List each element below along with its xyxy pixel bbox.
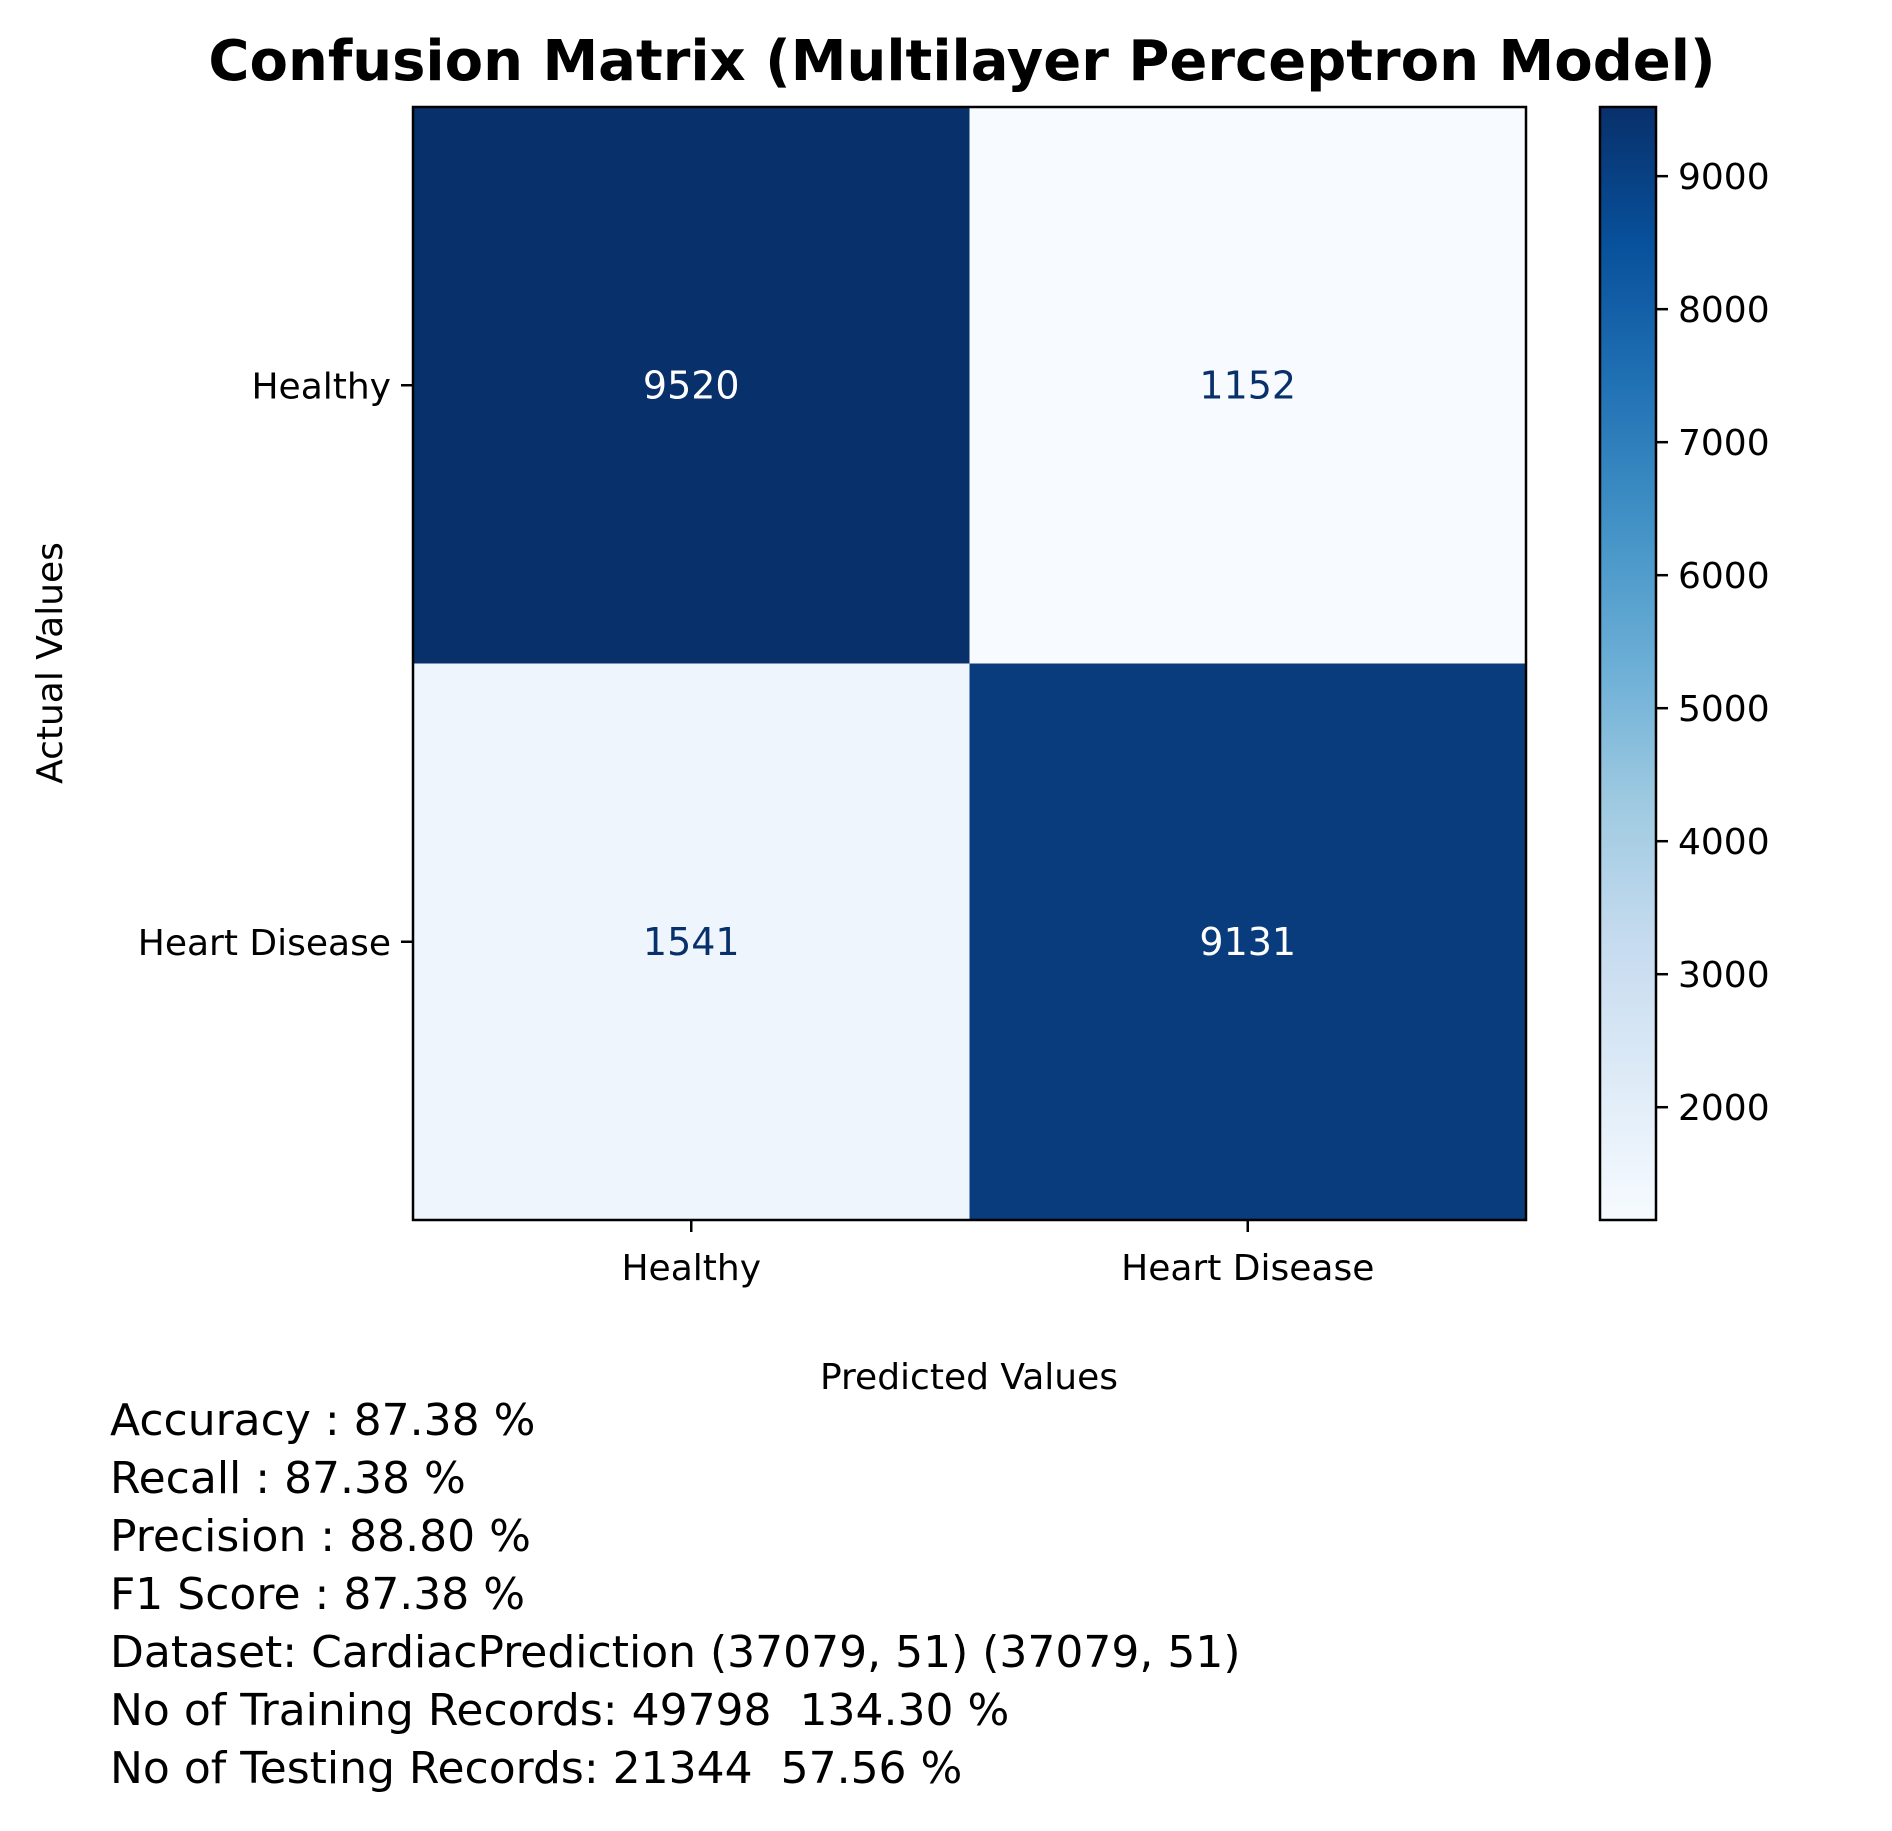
y-tick-label: Healthy: [251, 366, 391, 407]
metric-line: No of Training Records: 49798 134.30 %: [110, 1685, 1010, 1736]
metric-line: F1 Score : 87.38 %: [110, 1569, 526, 1620]
colorbar-tick-label: 7000: [1678, 423, 1770, 464]
x-tick-label: Heart Disease: [1121, 1248, 1374, 1289]
cell-value-label: 9520: [643, 363, 740, 407]
metric-line: Precision : 88.80 %: [110, 1511, 531, 1562]
colorbar-tick-label: 4000: [1678, 822, 1770, 863]
colorbar: [1598, 105, 1658, 1222]
cell-value-label: 1152: [1199, 363, 1296, 407]
colorbar-tick-label: 6000: [1678, 556, 1770, 597]
colorbar-ticks: 2000 3000 4000 5000 6000 7000 8000 9000: [1656, 157, 1770, 1129]
chart-title: Confusion Matrix (Multilayer Perceptron …: [208, 29, 1715, 94]
y-tick-label: Heart Disease: [138, 923, 391, 964]
metric-line: Accuracy : 87.38 %: [110, 1395, 536, 1446]
matrix-cell: [969, 663, 1527, 1221]
x-axis-ticks: Healthy Heart Disease: [621, 1220, 1374, 1289]
matrix-cell: [413, 663, 970, 1221]
matrix-cells: 9520 1152 1541 9131: [413, 107, 1527, 1221]
colorbar-tick-label: 9000: [1678, 157, 1770, 198]
metrics-list: Accuracy : 87.38 % Recall : 87.38 % Precis…: [110, 1392, 1241, 1798]
metric-line: No of Testing Records: 21344 57.56 %: [110, 1743, 963, 1794]
matrix-cell: [969, 107, 1527, 664]
y-axis-ticks: Healthy Heart Disease: [138, 366, 413, 964]
matrix-frame: [411, 105, 1528, 1222]
matrix-cell: [413, 107, 970, 664]
colorbar-tick-label: 8000: [1678, 290, 1770, 331]
cell-value-label: 1541: [643, 920, 740, 964]
x-axis-label: Predicted Values: [820, 1357, 1118, 1398]
y-axis-label: Actual Values: [30, 542, 71, 784]
metric-line: Dataset: CardiacPrediction (37079, 51) (…: [110, 1627, 1241, 1678]
colorbar-tick-label: 5000: [1678, 689, 1770, 730]
colorbar-tick-label: 3000: [1678, 955, 1770, 996]
cell-value-label: 9131: [1199, 920, 1296, 964]
colorbar-tick-label: 2000: [1678, 1088, 1770, 1129]
metric-line: Recall : 87.38 %: [110, 1453, 466, 1504]
x-tick-label: Healthy: [621, 1248, 761, 1289]
